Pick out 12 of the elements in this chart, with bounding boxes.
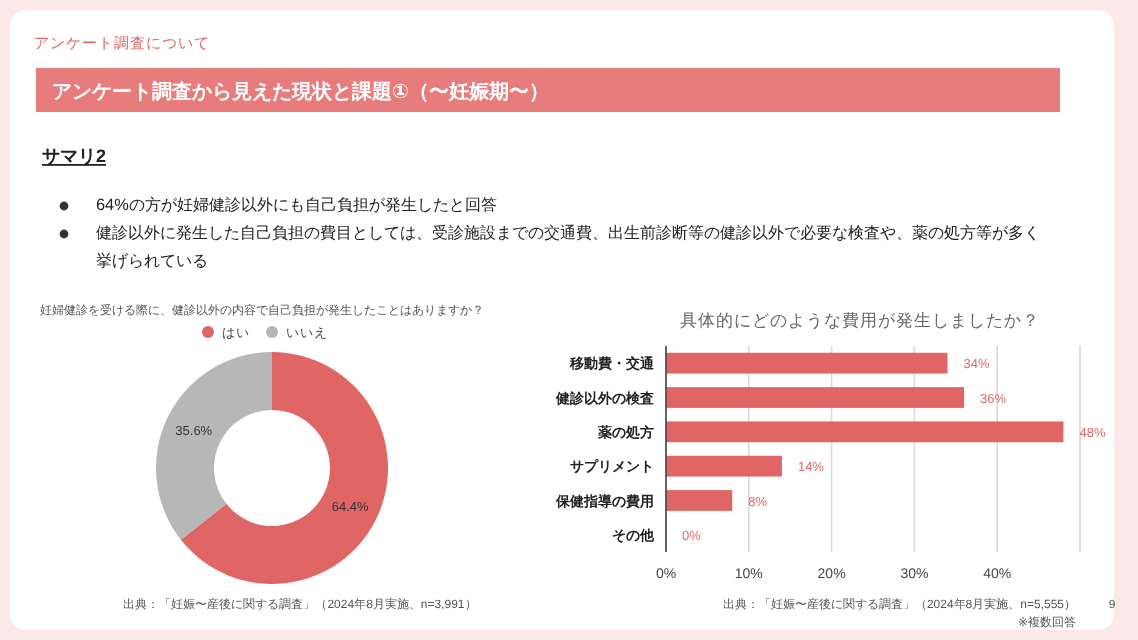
text: サマリ2 (42, 146, 107, 166)
text: 健診以外に発生した自己負担の費目としては、受診施設までの交通費、出生前診断等の健診以外で必要な検査や、薬の処方等が多く挙げられている (96, 222, 1042, 274)
donut-slice (156, 352, 272, 540)
bar (666, 490, 733, 511)
bar (666, 455, 782, 477)
bar (666, 421, 1064, 443)
text: 64%の方が妊婦健診以外にも自己負担が発生したと回答 (96, 194, 499, 218)
donut-slice (180, 352, 388, 584)
chart-title: 具体的にどのような費用が発生しましたか？ (680, 310, 1040, 330)
bar (666, 352, 948, 374)
text: アンケート調査から見えた現状と課題①（〜妊娠期〜） (52, 80, 549, 104)
bar (666, 387, 965, 408)
